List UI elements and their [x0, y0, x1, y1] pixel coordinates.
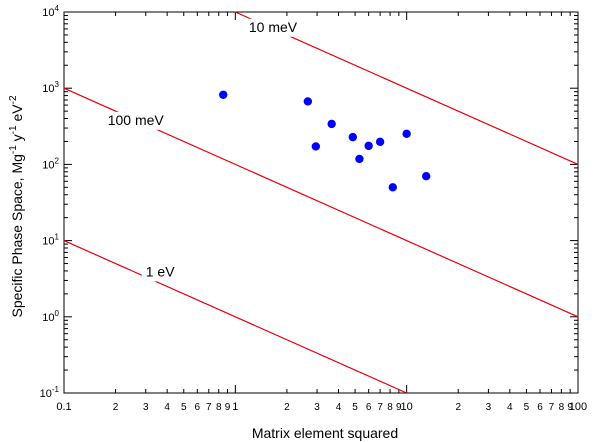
x-minor-tick-label: 3: [314, 402, 320, 413]
y-major-tick-label: 100: [42, 309, 59, 324]
reference-line-label: 100 meV: [108, 112, 165, 128]
y-major-tick-label: 103: [42, 80, 59, 95]
x-minor-tick-label: 8: [387, 402, 393, 413]
data-point: [355, 154, 364, 164]
x-minor-tick-label: 3: [143, 402, 149, 413]
data-point: [303, 97, 313, 106]
x-minor-tick-label: 7: [377, 402, 383, 413]
x-minor-tick-label: 6: [366, 402, 372, 413]
reference-lines-layer: [63, 11, 579, 394]
data-point: [388, 183, 398, 192]
y-axis-title: Specific Phase Space, Mg-1 y-1 eV-2: [8, 95, 25, 317]
plot-frame: [63, 11, 579, 394]
x-minor-tick-label: 2: [113, 402, 119, 413]
x-major-tick-label: 10: [401, 401, 413, 413]
labels-layer: 2 3 4 5 6 7 8 9 2 3 4 5 6 7 8 9 2 3 4 5 6 7 8 90.1 1 10 10010-1100…: [8, 4, 587, 441]
axes-layer: [63, 11, 579, 394]
x-minor-tick-label: 6: [537, 402, 543, 413]
y-major-tick-label: 101: [42, 233, 59, 248]
x-minor-tick-label: 2: [284, 402, 290, 413]
x-axis-title: Matrix element squared: [252, 425, 398, 441]
x-minor-tick-label: 8: [216, 402, 222, 413]
data-point: [327, 119, 336, 129]
x-minor-tick-label: 8: [559, 402, 565, 413]
x-major-tick-label: 0.1: [56, 401, 71, 413]
reference-line-label-bg: [103, 111, 170, 130]
data-point: [375, 137, 385, 146]
data-point: [421, 172, 431, 181]
x-minor-tick-label: 7: [549, 402, 555, 413]
reference-line-label-bg: [141, 263, 183, 282]
data-point: [219, 90, 228, 99]
x-minor-tick-label: 4: [507, 402, 513, 413]
x-minor-tick-label: 3: [486, 402, 492, 413]
y-major-tick-label: 104: [42, 4, 59, 19]
x-minor-tick-label: 5: [181, 402, 187, 413]
y-major-tick-label: 102: [42, 156, 59, 171]
x-minor-tick-label: 5: [352, 402, 358, 413]
data-points-layer: [219, 90, 431, 192]
data-point: [311, 142, 321, 151]
reference-line: [235, 11, 579, 165]
reference-line-label: 10 meV: [249, 19, 298, 35]
x-minor-tick-label: 4: [164, 402, 170, 413]
data-point: [402, 129, 411, 139]
y-major-tick-label: 10-1: [40, 385, 60, 400]
reference-line-label-bg: [244, 18, 303, 37]
reference-line-label: 1 eV: [146, 263, 175, 279]
x-minor-tick-label: 6: [195, 402, 201, 413]
x-minor-tick-label: 2: [455, 402, 461, 413]
data-point: [348, 132, 358, 142]
x-major-tick-label: 100: [569, 401, 587, 413]
x-minor-tick-label: 9: [396, 402, 402, 413]
x-major-tick-label: 1: [232, 401, 238, 413]
x-minor-tick-label: 9: [567, 402, 573, 413]
x-minor-tick-label: 9: [225, 402, 231, 413]
x-minor-tick-label: 7: [206, 402, 212, 413]
x-minor-tick-label: 5: [524, 402, 530, 413]
data-point: [364, 141, 373, 151]
reference-line: [63, 240, 407, 394]
x-minor-tick-label: 4: [336, 402, 342, 413]
